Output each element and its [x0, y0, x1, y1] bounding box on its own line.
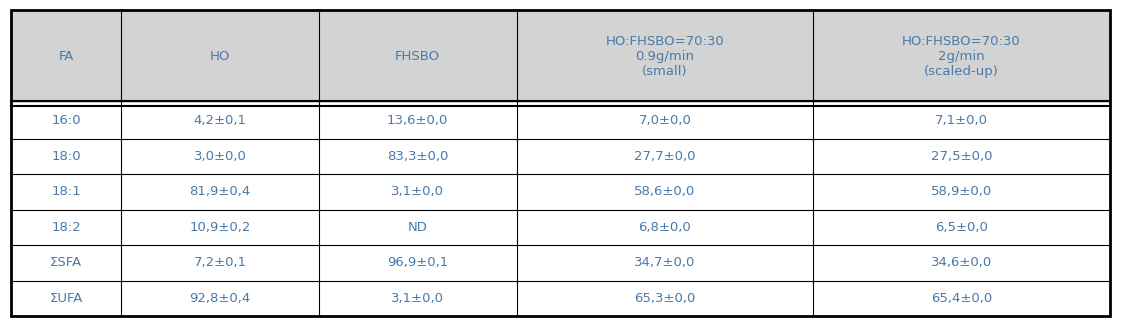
- Bar: [11, 139, 121, 174]
- Text: 96,9±0,1: 96,9±0,1: [387, 257, 448, 270]
- Text: 92,8±0,4: 92,8±0,4: [189, 292, 251, 305]
- Text: 10,9±0,2: 10,9±0,2: [189, 221, 251, 234]
- Text: 65,3±0,0: 65,3±0,0: [634, 292, 695, 305]
- Text: 4,2±0,1: 4,2±0,1: [194, 114, 247, 127]
- Bar: [318, 210, 517, 245]
- Bar: [813, 139, 1110, 174]
- Bar: [813, 10, 1110, 103]
- Text: 13,6±0,0: 13,6±0,0: [387, 114, 448, 127]
- Bar: [517, 245, 813, 281]
- Bar: [517, 281, 813, 316]
- Bar: [121, 245, 318, 281]
- Text: 3,1±0,0: 3,1±0,0: [391, 185, 444, 199]
- Text: HO:FHSBO=70:30
0.9g/min
(small): HO:FHSBO=70:30 0.9g/min (small): [605, 35, 724, 78]
- Text: 81,9±0,4: 81,9±0,4: [189, 185, 251, 199]
- Text: 3,1±0,0: 3,1±0,0: [391, 292, 444, 305]
- Text: 58,9±0,0: 58,9±0,0: [930, 185, 992, 199]
- Text: HO:FHSBO=70:30
2g/min
(scaled-up): HO:FHSBO=70:30 2g/min (scaled-up): [902, 35, 1021, 78]
- Text: ND: ND: [408, 221, 427, 234]
- Text: 27,5±0,0: 27,5±0,0: [930, 150, 992, 163]
- Bar: [11, 174, 121, 210]
- Bar: [121, 281, 318, 316]
- Bar: [11, 245, 121, 281]
- Bar: [517, 174, 813, 210]
- Bar: [121, 139, 318, 174]
- Text: 6,8±0,0: 6,8±0,0: [639, 221, 692, 234]
- Text: FHSBO: FHSBO: [395, 50, 441, 63]
- Text: 27,7±0,0: 27,7±0,0: [634, 150, 696, 163]
- Bar: [318, 281, 517, 316]
- Text: 34,7±0,0: 34,7±0,0: [634, 257, 695, 270]
- Bar: [813, 103, 1110, 139]
- Text: ΣSFA: ΣSFA: [50, 257, 82, 270]
- Text: 18:0: 18:0: [52, 150, 81, 163]
- Bar: [11, 210, 121, 245]
- Bar: [11, 10, 121, 103]
- Bar: [318, 139, 517, 174]
- Bar: [318, 103, 517, 139]
- Bar: [121, 10, 318, 103]
- Bar: [813, 245, 1110, 281]
- Bar: [517, 103, 813, 139]
- Text: 6,5±0,0: 6,5±0,0: [935, 221, 988, 234]
- Text: 16:0: 16:0: [52, 114, 81, 127]
- Bar: [517, 10, 813, 103]
- Text: 65,4±0,0: 65,4±0,0: [930, 292, 992, 305]
- Bar: [318, 10, 517, 103]
- Bar: [121, 103, 318, 139]
- Bar: [121, 210, 318, 245]
- Bar: [813, 281, 1110, 316]
- Bar: [318, 245, 517, 281]
- Bar: [11, 281, 121, 316]
- Text: 58,6±0,0: 58,6±0,0: [634, 185, 695, 199]
- Bar: [813, 210, 1110, 245]
- Text: 34,6±0,0: 34,6±0,0: [930, 257, 992, 270]
- Bar: [121, 174, 318, 210]
- Text: 7,1±0,0: 7,1±0,0: [935, 114, 988, 127]
- Text: 3,0±0,0: 3,0±0,0: [194, 150, 247, 163]
- Text: 7,2±0,1: 7,2±0,1: [194, 257, 247, 270]
- Text: 18:1: 18:1: [52, 185, 81, 199]
- Bar: [318, 174, 517, 210]
- Text: ΣUFA: ΣUFA: [49, 292, 83, 305]
- Text: 18:2: 18:2: [52, 221, 81, 234]
- Text: 83,3±0,0: 83,3±0,0: [387, 150, 448, 163]
- Bar: [517, 139, 813, 174]
- Text: FA: FA: [58, 50, 74, 63]
- Bar: [11, 103, 121, 139]
- Text: HO: HO: [210, 50, 230, 63]
- Bar: [813, 174, 1110, 210]
- Text: 7,0±0,0: 7,0±0,0: [639, 114, 692, 127]
- Bar: [517, 210, 813, 245]
